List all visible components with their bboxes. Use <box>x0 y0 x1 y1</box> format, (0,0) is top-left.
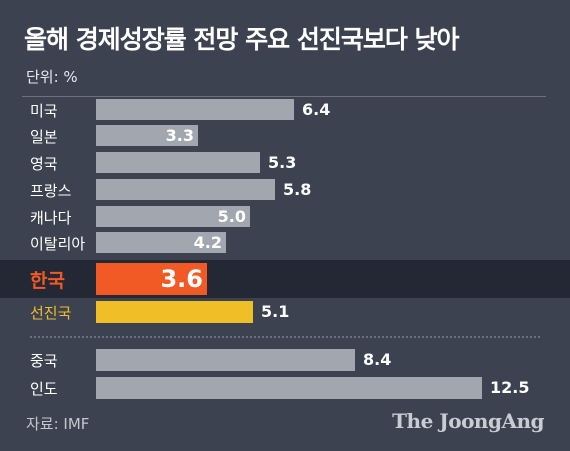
category-label: 영국 <box>30 155 58 173</box>
data-label: 5.8 <box>283 180 312 199</box>
dotted-separator <box>30 336 540 338</box>
data-label: 3.6 <box>160 265 203 293</box>
data-label: 12.5 <box>490 378 530 397</box>
bar <box>96 99 294 120</box>
korea-highlight-band <box>0 260 570 298</box>
data-label: 3.3 <box>165 126 194 145</box>
category-label: 미국 <box>30 102 58 120</box>
category-label: 인도 <box>30 380 58 398</box>
bar <box>96 349 355 371</box>
bar <box>96 232 226 253</box>
category-label: 중국 <box>30 352 58 370</box>
category-label: 프랑스 <box>30 182 72 200</box>
title-divider <box>22 96 546 97</box>
category-label: 한국 <box>30 270 65 292</box>
unit-label: 단위: % <box>26 68 78 86</box>
data-label: 6.4 <box>302 100 331 119</box>
category-label: 일본 <box>30 128 58 146</box>
chart-title: 올해 경제성장률 전망 주요 선진국보다 낮아 <box>24 25 460 54</box>
bar <box>96 301 253 323</box>
bar <box>96 125 198 146</box>
category-label: 캐나다 <box>30 209 72 227</box>
data-label: 5.0 <box>217 207 246 226</box>
bar <box>96 263 207 295</box>
bar <box>96 179 275 200</box>
publisher-logo: The JoongAng <box>392 409 544 433</box>
category-label: 이탈리아 <box>30 235 86 253</box>
data-label: 8.4 <box>363 350 392 369</box>
bar <box>96 152 260 173</box>
data-label: 5.3 <box>268 153 297 172</box>
data-label: 5.1 <box>261 302 290 321</box>
data-label: 4.2 <box>193 233 222 252</box>
bar <box>96 377 482 399</box>
source-note: 자료: IMF <box>26 415 90 433</box>
bar <box>96 206 250 227</box>
category-label: 선진국 <box>30 304 72 322</box>
